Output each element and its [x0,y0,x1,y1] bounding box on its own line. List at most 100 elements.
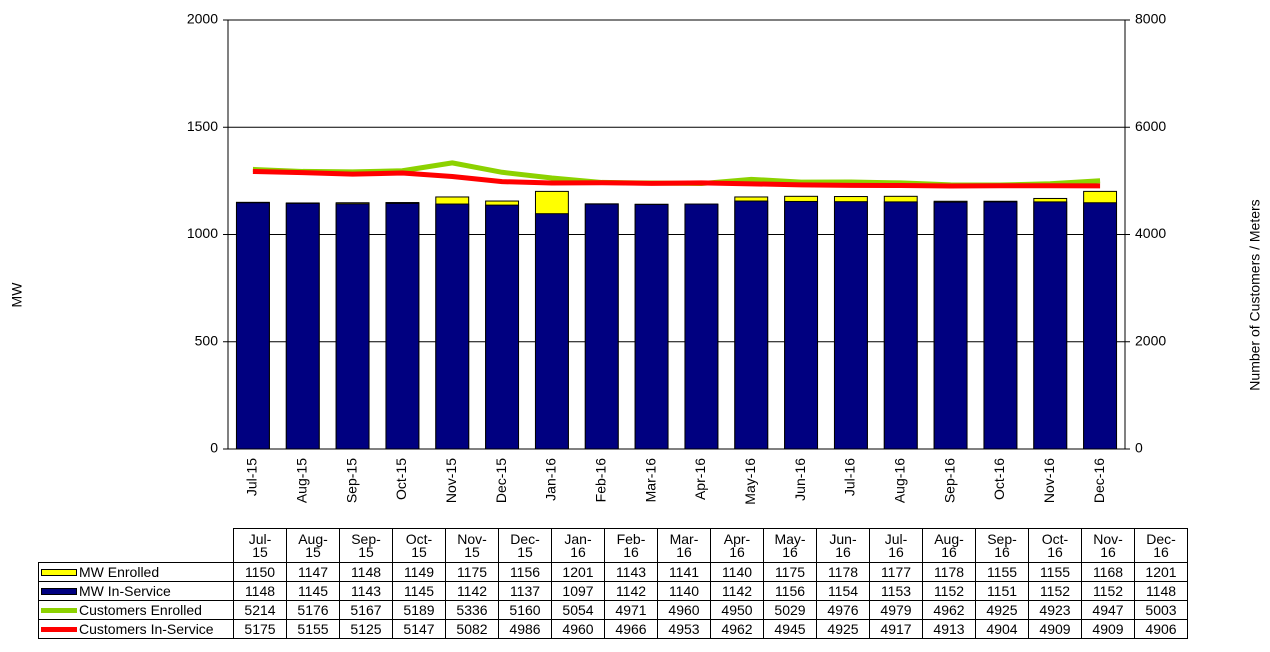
legend-cell: Customers Enrolled [38,600,234,620]
bar [335,203,370,450]
legend-label: MW In-Service [79,582,171,599]
value-cell: 1175 [763,562,817,582]
value-cell: 1148 [1134,581,1188,601]
value-cell: 1137 [498,581,552,601]
legend-key [41,569,77,577]
value-cell: 1152 [1028,581,1082,601]
value-cell: 5160 [498,600,552,620]
value-cell: 1155 [975,562,1029,582]
x-tick-label: Nov-16 [1041,458,1057,503]
header-text: Sep-16 [987,530,1017,560]
x-tick-label: Aug-15 [293,458,309,503]
y-tick-label: 2000 [187,11,218,27]
value-cell: 1152 [1081,581,1135,601]
legend-cell: MW In-Service [38,581,234,601]
header-cell: Dec-16 [1134,528,1188,563]
legend-label: Customers In-Service [79,620,214,637]
value-cell: 1097 [551,581,605,601]
value-cell: 4976 [816,600,870,620]
value-cell: 4947 [1081,600,1135,620]
x-tick-label: Feb-16 [592,458,608,503]
header-text: Oct-16 [1041,530,1069,560]
header-cell: Sep-16 [975,528,1029,563]
value-cell: 1151 [975,581,1029,601]
value-cell: 1154 [816,581,870,601]
y2-axis-label: Number of Customers / Meters [1247,199,1263,390]
value-cell: 1155 [1028,562,1082,582]
x-tick-label: Jan-16 [543,458,559,501]
value-cell: 5003 [1134,600,1188,620]
bar [684,203,719,450]
x-tick-label: Dec-16 [1091,458,1107,503]
bar [485,204,520,450]
value-cell: 4960 [657,600,711,620]
x-tick-label: Oct-16 [991,458,1007,500]
header-cell: May-16 [763,528,817,563]
value-cell: 1201 [1134,562,1188,582]
x-tick-label: Nov-15 [443,458,459,503]
header-cell: Aug-15 [286,528,340,563]
table-row: Customers Enrolled 5214 5176 5167 5189 5336 51… [38,600,1188,620]
header-text: Jul-16 [884,530,908,560]
value-cell: 1175 [445,562,499,582]
header-text: Feb-16 [616,530,646,560]
y-tick-label: 0 [210,440,218,456]
y2-tick-label: 0 [1135,440,1143,456]
value-cell: 1142 [710,581,764,601]
header-text: Aug-16 [934,530,964,560]
header-cell: Aug-16 [922,528,976,563]
value-cell: 5336 [445,600,499,620]
value-cell: 5155 [286,619,340,639]
y-tick-label: 1000 [187,225,218,241]
header-text: Dec-15 [510,530,540,560]
header-cell: Nov-15 [445,528,499,563]
x-tick-label: Jul-16 [842,458,858,496]
value-cell: 1148 [233,581,287,601]
value-cell: 1147 [286,562,340,582]
bar [634,203,669,450]
x-tick-label: Dec-15 [493,458,509,503]
header-cell: Jan-16 [551,528,605,563]
y2-tick-label: 4000 [1135,225,1166,241]
value-cell: 1178 [816,562,870,582]
header-text: Nov-16 [1093,530,1123,560]
value-cell: 1150 [233,562,287,582]
value-cell: 1201 [551,562,605,582]
blank-cell [39,529,234,563]
header-cell: Jul-16 [869,528,923,563]
x-tick-label: Oct-15 [393,458,409,500]
value-cell: 1152 [922,581,976,601]
header-cell: Jul-15 [233,528,287,563]
value-cell: 1168 [1081,562,1135,582]
chart: MW Number of Customers / Meters 0 500 1000… [9,11,1263,505]
value-cell: 5176 [286,600,340,620]
y-axis-label: MW [9,282,25,308]
bar [933,201,968,450]
legend-key [41,608,77,614]
header-text: Sep-15 [351,530,381,560]
header-text: Oct-15 [405,530,433,560]
value-cell: 1178 [922,562,976,582]
x-tick-label: Jul-15 [244,458,260,496]
value-cell: 5147 [392,619,446,639]
value-cell: 4917 [869,619,923,639]
value-cell: 4913 [922,619,976,639]
value-cell: 4962 [710,619,764,639]
x-tick-label: May-16 [742,458,758,505]
x-tick-label: Sep-16 [941,458,957,503]
value-cell: 5029 [763,600,817,620]
header-cell: Feb-16 [604,528,658,563]
header-cell: Sep-15 [339,528,393,563]
value-cell: 4966 [604,619,658,639]
value-cell: 1156 [498,562,552,582]
header-text: Jun-16 [829,530,857,560]
bar [883,201,918,450]
bar [1083,202,1118,450]
x-tick-label: Sep-15 [343,458,359,503]
bar [285,202,320,450]
bar [385,202,420,450]
value-cell: 1143 [604,562,658,582]
value-cell: 4925 [975,600,1029,620]
value-cell: 4909 [1081,619,1135,639]
